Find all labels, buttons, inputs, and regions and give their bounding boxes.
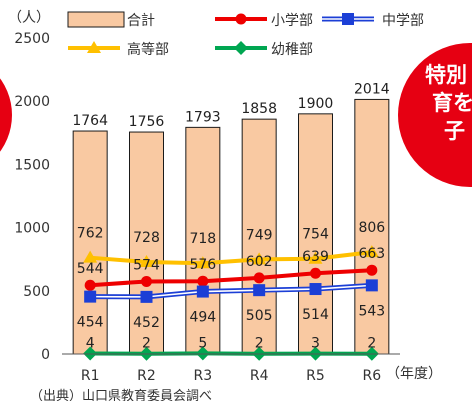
legend-marker-kindergarten (234, 41, 248, 55)
bar-value-label: 1858 (241, 101, 277, 117)
line-value-label-kindergarten: 3 (311, 336, 320, 352)
line-value-label-high_school: 718 (189, 231, 216, 247)
line-value-label-elementary: 576 (189, 257, 216, 273)
y-axis-ticks: 0 500 1000 1500 2000 2500 (14, 31, 50, 363)
badge-line-1: 特別 (425, 63, 467, 87)
y-tick-label: 2500 (14, 31, 50, 47)
marker-elementary (366, 264, 378, 276)
legend-marker-elementary (235, 13, 247, 25)
legend-label-kindergarten: 幼稚部 (271, 42, 313, 58)
marker-junior_high (253, 284, 266, 297)
x-tick-label: R6 (363, 368, 382, 384)
bar-total (354, 98, 390, 355)
line-value-label-kindergarten: 2 (255, 336, 264, 352)
marker-elementary (253, 272, 265, 284)
marker-elementary (310, 267, 321, 279)
bar-total (298, 113, 333, 355)
y-tick-label: 1000 (14, 221, 50, 237)
line-value-label-junior_high: 494 (189, 310, 216, 326)
line-value-label-junior_high: 452 (133, 315, 160, 331)
y-tick-label: 500 (23, 284, 50, 300)
marker-high_school (308, 251, 323, 264)
legend-label-elementary: 小学部 (271, 13, 313, 29)
x-axis-ticks: R1 R2 R3 R4 R5 R6 (81, 368, 381, 384)
bar-total (241, 118, 277, 355)
bar-total (185, 126, 221, 355)
y-tick-label: 2000 (14, 94, 50, 110)
line-value-label-high_school: 749 (246, 227, 273, 243)
bar-total (72, 130, 108, 355)
legend-label-junior_high: 中学部 (382, 13, 424, 29)
line-value-label-kindergarten: 2 (142, 336, 151, 352)
line-value-label-elementary: 544 (77, 261, 104, 277)
marker-junior_high (196, 285, 209, 298)
x-tick-label: R5 (306, 368, 325, 384)
line-value-label-junior_high: 543 (358, 303, 385, 319)
line-value-label-kindergarten: 4 (86, 335, 95, 351)
marker-high_school (83, 250, 98, 263)
badge-line-2: 育を (432, 91, 472, 115)
badge-circle-left (0, 78, 12, 152)
line-value-label-kindergarten: 2 (367, 336, 376, 352)
legend-swatch-total (67, 11, 125, 28)
bar-value-label: 1756 (129, 114, 165, 130)
line-value-label-elementary: 602 (246, 254, 273, 270)
series-line-elementary (90, 268, 372, 288)
x-tick-label: R2 (137, 368, 156, 384)
marker-junior_high (365, 279, 378, 292)
bar-value-label: 1764 (72, 113, 108, 129)
legend-label-high_school: 高等部 (127, 41, 169, 58)
marker-junior_high (309, 283, 322, 296)
marker-kindergarten (83, 346, 98, 361)
line-value-label-junior_high: 454 (77, 315, 104, 331)
marker-elementary (141, 275, 152, 287)
marker-elementary (197, 275, 209, 287)
line-value-label-high_school: 728 (133, 230, 160, 246)
marker-high_school (139, 254, 154, 267)
marker-junior_high (84, 290, 97, 303)
line-value-label-high_school: 762 (77, 226, 104, 242)
marker-elementary (84, 279, 96, 291)
x-tick-label: R3 (194, 368, 213, 384)
marker-high_school (195, 256, 210, 269)
x-tick-label: R1 (81, 368, 100, 384)
line-value-label-elementary: 574 (133, 257, 160, 273)
series-line-high_school (90, 250, 373, 266)
y-tick-label: 1500 (14, 157, 50, 173)
line-value-label-junior_high: 514 (302, 307, 329, 323)
line-value-label-kindergarten: 5 (198, 335, 207, 351)
lines-group (83, 245, 379, 361)
bar-value-label: 1900 (298, 96, 334, 112)
line-value-label-high_school: 806 (358, 220, 385, 236)
bar-value-label: 2014 (354, 81, 390, 97)
legend-marker-high_school (87, 41, 101, 53)
legend-label-total: 合計 (127, 13, 155, 29)
badge-line-3: 子 (444, 119, 465, 143)
line-value-label-elementary: 639 (302, 249, 329, 265)
marker-junior_high (140, 290, 153, 303)
bars-group (72, 98, 390, 355)
marker-high_school (364, 245, 379, 258)
corner-badge: 特別 育を 子 (0, 43, 472, 187)
legend-marker-junior_high (342, 13, 354, 25)
bar-value-label: 1793 (185, 109, 221, 125)
line-value-label-elementary: 663 (358, 246, 385, 262)
series-line-junior_high-inner (90, 284, 372, 298)
marker-high_school (252, 252, 267, 265)
line-value-label-high_school: 754 (302, 227, 329, 243)
x-tick-label: R4 (250, 368, 269, 384)
y-unit-label: （人） (8, 10, 50, 26)
badge-circle-right (398, 43, 472, 187)
y-tick-label: 0 (41, 347, 50, 363)
x-unit-label: （年度） (386, 366, 442, 382)
line-value-label-junior_high: 505 (246, 308, 273, 324)
source-note: （出典）山口県教育委員会調べ (30, 388, 212, 401)
bar-value-labels: 1764 1756 1793 1858 1900 2014 (72, 81, 389, 130)
marker-kindergarten (195, 346, 210, 361)
